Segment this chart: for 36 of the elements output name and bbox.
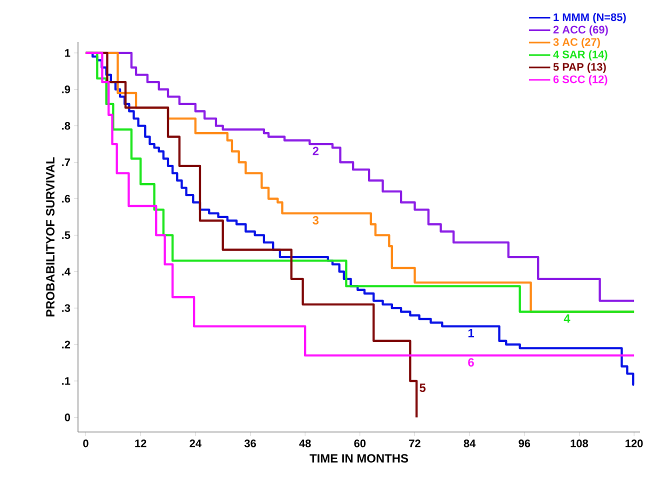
annotation: 6 xyxy=(468,358,474,367)
legend-label: 4 SAR (14) xyxy=(553,50,608,61)
annotation: 1 xyxy=(468,328,474,338)
x-tick-label: 36 xyxy=(244,440,256,448)
y-tick-label: .9 xyxy=(62,86,70,94)
legend-label: 6 SCC (12) xyxy=(553,75,608,86)
annotation: 5 xyxy=(420,384,426,392)
y-axis-title: PROBABILITYOF SURVIVAL xyxy=(46,157,55,316)
y-tick-label: .3 xyxy=(62,304,70,312)
x-tick-label: 72 xyxy=(409,440,420,448)
x-tick-label: 84 xyxy=(464,440,476,448)
x-tick-label: 0 xyxy=(83,440,88,448)
x-tick-label: 96 xyxy=(518,440,530,448)
x-tick-label: 24 xyxy=(190,440,202,448)
annotation: 3 xyxy=(312,216,319,224)
annotation: 4 xyxy=(564,314,570,323)
y-tick-label: .8 xyxy=(62,122,70,130)
x-tick-label: 48 xyxy=(299,440,311,448)
annotation: 2 xyxy=(312,146,319,156)
y-tick-label: .2 xyxy=(62,340,70,348)
y-tick-label: .6 xyxy=(62,194,70,203)
x-tick-label: 12 xyxy=(135,440,146,448)
y-tick-label: .4 xyxy=(62,268,70,276)
x-axis-title: TIME IN MONTHS xyxy=(310,454,408,463)
legend-label: 1 MMM (N=85) xyxy=(554,13,626,24)
y-tick-label: 0 xyxy=(64,414,70,422)
y-tick-label: 1 xyxy=(65,49,70,57)
x-tick-label: 120 xyxy=(626,440,643,448)
legend-label: 2 ACC (69) xyxy=(553,25,608,36)
x-tick-label: 60 xyxy=(354,440,366,448)
y-tick-label: .5 xyxy=(62,231,70,239)
legend-label: 3 AC (27) xyxy=(553,38,600,48)
y-tick-label: .7 xyxy=(62,158,70,166)
legend-label: 5 PAP (13) xyxy=(553,62,606,73)
y-tick-label: .1 xyxy=(62,377,70,385)
x-tick-label: 108 xyxy=(570,440,588,448)
